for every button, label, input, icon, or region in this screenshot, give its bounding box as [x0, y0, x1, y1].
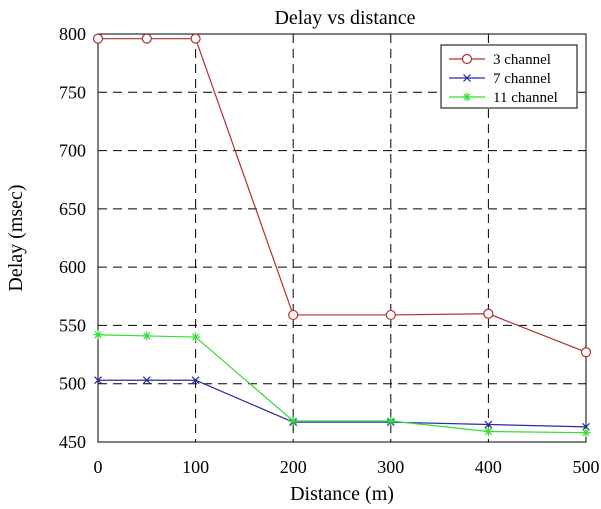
y-tick-label: 800	[59, 24, 86, 44]
x-tick-label: 0	[94, 457, 103, 477]
data-point	[93, 330, 103, 340]
x-tick-label: 300	[377, 457, 404, 477]
y-tick-label: 500	[59, 374, 86, 394]
legend-label: 7 channel	[493, 71, 551, 87]
legend-item: 11 channel	[449, 90, 558, 106]
series	[92, 33, 592, 438]
x-tick-label: 500	[573, 457, 600, 477]
series-line	[98, 379, 587, 428]
y-tick-label: 550	[59, 315, 86, 335]
data-point	[386, 416, 396, 426]
data-point	[92, 33, 104, 44]
legend-item: 7 channel	[449, 71, 551, 87]
series-11-channel	[93, 330, 591, 438]
data-point	[483, 427, 493, 437]
y-tick-label: 750	[59, 82, 86, 102]
legend: 3 channel 7 channel 11 channel	[440, 44, 578, 109]
series-3-channel	[92, 33, 592, 358]
data-point	[288, 416, 298, 426]
x-tick-label: 100	[182, 457, 209, 477]
data-point	[580, 347, 592, 358]
legend-label: 3 channel	[493, 52, 551, 68]
data-point	[142, 376, 151, 385]
data-point	[191, 332, 201, 342]
tick-labels: 0 100 200 300 400 500 450 500 550 600 650 700 750 800	[59, 24, 600, 477]
data-point	[582, 422, 590, 431]
data-point	[141, 33, 152, 44]
legend-marker	[463, 74, 471, 82]
y-tick-label: 650	[59, 199, 86, 219]
data-point	[483, 308, 494, 319]
plot-frame	[97, 33, 587, 443]
data-point	[581, 428, 591, 438]
data-point	[142, 331, 152, 341]
data-point	[288, 309, 299, 321]
y-tick-label: 600	[59, 257, 86, 277]
legend-marker	[461, 53, 473, 65]
y-axis-label: Delay (msec)	[5, 184, 27, 291]
y-tick-label: 450	[59, 432, 86, 452]
data-point	[191, 376, 200, 385]
legend-marker	[462, 92, 472, 102]
legend-item: 3 channel	[449, 52, 551, 68]
data-point	[190, 33, 201, 44]
data-point	[94, 376, 102, 385]
x-axis-label: Distance (m)	[290, 483, 394, 505]
chart-title: Delay vs distance	[274, 7, 415, 29]
data-point	[484, 420, 493, 429]
y-tick-label: 700	[59, 141, 86, 161]
x-tick-label: 200	[280, 457, 307, 477]
legend-label: 11 channel	[493, 90, 558, 106]
x-tick-label: 400	[475, 457, 502, 477]
series-7-channel	[94, 376, 590, 431]
data-point	[385, 309, 396, 321]
